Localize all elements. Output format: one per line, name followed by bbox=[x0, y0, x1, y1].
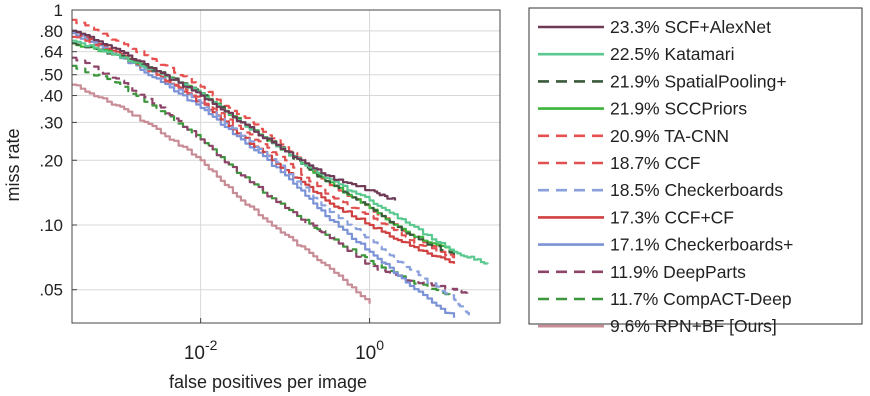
y-tick-label: .20 bbox=[39, 151, 63, 170]
y-tick-label: .64 bbox=[39, 43, 63, 62]
legend-label: 9.6% RPN+BF [Ours] bbox=[610, 316, 777, 336]
y-tick-label: .10 bbox=[39, 216, 63, 235]
x-tick-label: 10-2 bbox=[184, 337, 218, 364]
legend-label: 17.1% Checkerboards+ bbox=[610, 235, 793, 255]
legend-label: 21.9% SCCPriors bbox=[610, 99, 747, 119]
y-axis-label: miss rate bbox=[3, 128, 23, 201]
series-line bbox=[72, 64, 456, 299]
x-tick-label: 100 bbox=[355, 337, 384, 364]
legend-label: 18.5% Checkerboards bbox=[610, 180, 783, 200]
legend-label: 11.7% CompACT-Deep bbox=[610, 289, 792, 309]
legend-label: 23.3% SCF+AlexNet bbox=[610, 17, 771, 37]
series-lines bbox=[72, 18, 489, 318]
legend-label: 22.5% Katamari bbox=[610, 44, 735, 64]
legend-label: 17.3% CCF+CF bbox=[610, 207, 734, 227]
y-tick-label: 1 bbox=[54, 1, 63, 20]
legend: 23.3% SCF+AlexNet 22.5% Katamari 21.9% Spa… bbox=[528, 7, 863, 336]
series-line bbox=[72, 83, 371, 304]
plot-frame bbox=[71, 9, 501, 324]
legend-label: 18.7% CCF bbox=[610, 153, 700, 173]
y-tick-labels: 1 .80 .64 .50 .40 .30 .20 .10 .05 bbox=[39, 1, 77, 300]
x-tick-labels: 10-2 100 bbox=[184, 318, 384, 364]
y-tick-label: .30 bbox=[39, 113, 63, 132]
y-tick-label: .05 bbox=[39, 281, 63, 300]
legend-label: 21.9% SpatialPooling+ bbox=[610, 71, 787, 91]
series-line bbox=[72, 29, 397, 201]
legend-items: 23.3% SCF+AlexNet 22.5% Katamari 21.9% Spa… bbox=[538, 17, 793, 336]
y-tick-label: .50 bbox=[39, 66, 63, 85]
y-tick-label: .80 bbox=[39, 22, 63, 41]
x-axis-label: false positives per image bbox=[169, 372, 367, 392]
legend-label: 11.9% DeepParts bbox=[610, 262, 746, 282]
legend-label: 20.9% TA-CNN bbox=[610, 126, 729, 146]
series-line bbox=[72, 18, 456, 259]
y-tick-label: .40 bbox=[39, 87, 63, 106]
series-line bbox=[72, 56, 470, 294]
